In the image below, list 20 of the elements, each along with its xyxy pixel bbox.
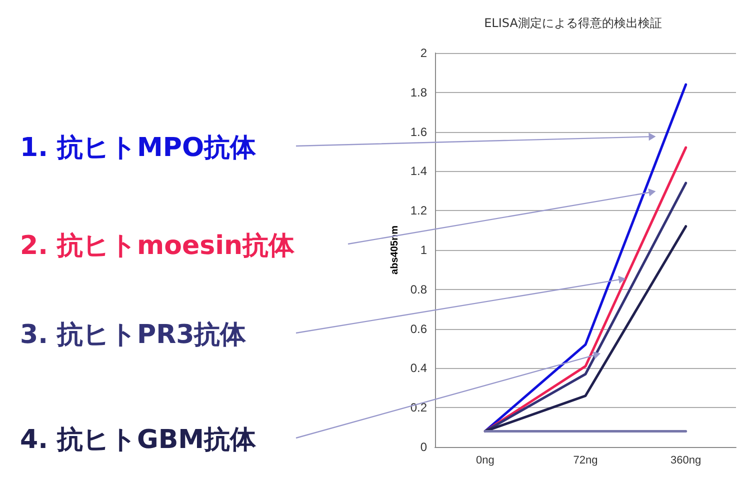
y-tick-label: 2 <box>420 46 428 60</box>
x-tick-label: 72ng <box>573 454 598 466</box>
x-tick-label: 360ng <box>670 454 702 466</box>
y-tick-label: 0 <box>420 440 428 454</box>
y-tick-label: 1.8 <box>410 85 428 100</box>
text: 1. 抗ヒトMPO抗体 <box>20 133 258 163</box>
y-tick-label: 1.6 <box>410 124 428 139</box>
y-tick-label: 0.2 <box>410 400 428 415</box>
y-tick-label: 1.4 <box>410 164 428 178</box>
y-tick-label: 1.2 <box>410 204 428 218</box>
chart-title: ELISA測定による得意的検出検証 <box>484 16 662 30</box>
text: 3. 抗ヒトPR3抗体 <box>20 320 248 350</box>
text: 2. 抗ヒトmoesin抗体 <box>20 231 296 261</box>
y-tick-label: 0.8 <box>410 282 428 296</box>
y-tick-label: 0.6 <box>410 322 428 336</box>
x-tick-label: 0ng <box>476 454 494 466</box>
text: 4. 抗ヒトGBM抗体 <box>20 425 258 455</box>
y-tick-label: 0.4 <box>410 361 428 376</box>
y-tick-label: 1 <box>420 243 428 257</box>
y-axis-title: abs405nm <box>390 225 400 274</box>
